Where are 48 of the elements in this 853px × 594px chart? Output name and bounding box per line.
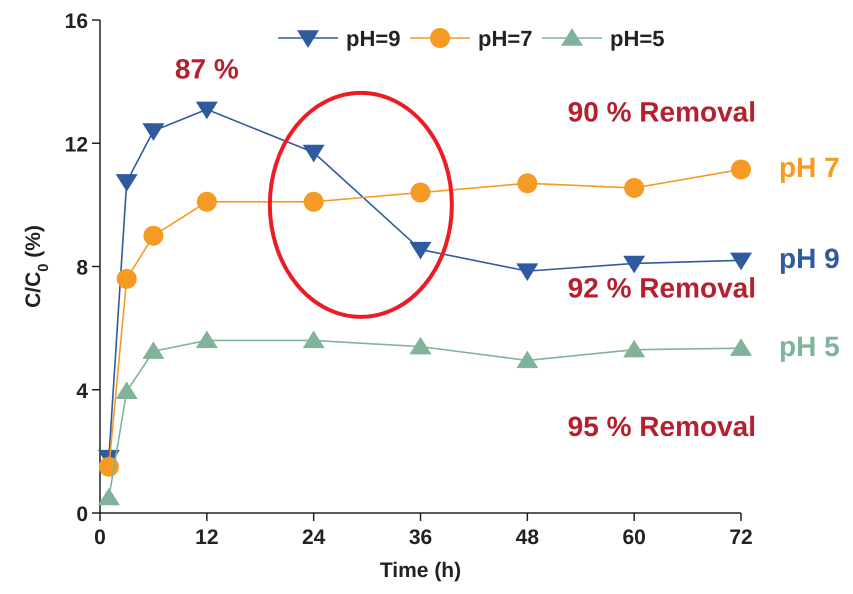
point <box>730 252 752 270</box>
legend-label: pH=7 <box>478 26 532 51</box>
point <box>142 123 164 141</box>
point <box>410 336 432 354</box>
point <box>410 242 432 260</box>
x-tick-label: 12 <box>195 526 219 549</box>
point <box>624 178 644 198</box>
annotation: 95 % Removal <box>568 410 756 442</box>
point <box>116 174 138 192</box>
point <box>98 488 120 506</box>
x-tick-label: 72 <box>729 526 753 549</box>
annotation: 92 % Removal <box>568 272 756 304</box>
y-tick-label: 16 <box>64 10 88 33</box>
text: pH 7 <box>779 152 840 184</box>
point <box>623 256 646 274</box>
legend-label: pH=5 <box>610 26 664 51</box>
y-tick-label: 4 <box>76 380 88 403</box>
point <box>516 263 538 282</box>
x-tick-label: 36 <box>408 526 432 549</box>
y-tick-label: 8 <box>76 256 88 280</box>
point <box>196 330 218 348</box>
x-tick-label: 48 <box>516 526 540 549</box>
point <box>302 144 325 162</box>
text: pH 5 <box>779 330 840 362</box>
point <box>517 173 538 194</box>
y-tick-label: 0 <box>76 503 88 526</box>
x-tick-label: 0 <box>94 526 106 549</box>
point <box>302 330 325 348</box>
point <box>116 381 138 399</box>
point <box>142 341 164 359</box>
annotation: 87 % <box>174 54 239 85</box>
legend-label: pH=9 <box>346 26 400 51</box>
point <box>196 192 217 212</box>
text: pH 9 <box>779 243 840 274</box>
x-tick-label: 24 <box>302 526 326 549</box>
annotation: 90 % Removal <box>568 96 756 128</box>
point <box>731 159 751 180</box>
point <box>196 102 218 120</box>
point <box>116 268 137 289</box>
point <box>410 182 430 203</box>
point <box>623 340 646 358</box>
point <box>304 192 324 212</box>
point <box>730 338 752 356</box>
x-tick-label: 60 <box>622 526 646 549</box>
point <box>143 226 164 246</box>
x-axis-title: Time (h) <box>380 559 462 582</box>
y-tick-label: 12 <box>64 133 88 156</box>
point <box>516 350 538 368</box>
